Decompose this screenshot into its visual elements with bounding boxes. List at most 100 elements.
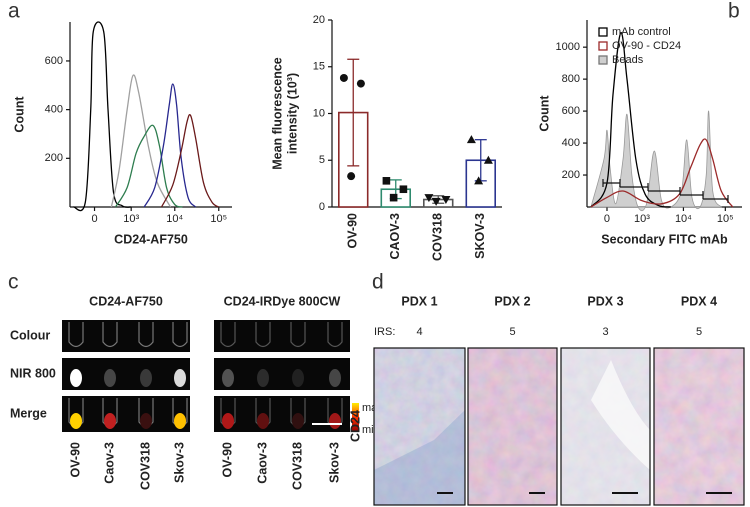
tube bbox=[290, 322, 306, 348]
image-frame bbox=[653, 347, 745, 506]
sample-label: COV318 bbox=[138, 442, 152, 490]
sample-label: OV-90 bbox=[220, 442, 234, 477]
image bbox=[62, 396, 190, 432]
tissue-texture bbox=[654, 348, 744, 505]
data-point bbox=[424, 194, 434, 203]
column-header: PDX 3 bbox=[587, 294, 623, 308]
tube bbox=[68, 322, 84, 348]
y-tick-label: 200 bbox=[45, 152, 63, 164]
tissue-texture bbox=[468, 348, 557, 505]
panel-label: c bbox=[8, 271, 19, 294]
column-header: PDX 2 bbox=[494, 294, 530, 308]
y-tick-label: 10 bbox=[313, 107, 325, 119]
x-axis-label: Secondary FITC mAb bbox=[601, 232, 728, 246]
image bbox=[62, 320, 190, 352]
y-tick-label: 200 bbox=[562, 169, 580, 181]
histogram-line bbox=[590, 138, 734, 208]
histogram-line bbox=[143, 83, 197, 208]
legend-swatch bbox=[598, 55, 608, 65]
panel-labels: a b c d bbox=[8, 0, 740, 294]
data-point bbox=[474, 176, 484, 185]
irs-score: 5 bbox=[509, 326, 515, 338]
tissue-texture bbox=[374, 348, 465, 505]
data-point bbox=[431, 197, 441, 206]
legend-swatch bbox=[598, 27, 608, 37]
tissue-region bbox=[374, 410, 465, 505]
y-tick-label: 0 bbox=[319, 201, 325, 213]
y-axis-label: intensity (10³) bbox=[285, 73, 299, 154]
irs-score: 5 bbox=[696, 326, 702, 338]
legend-label: OV-90 - CD24 bbox=[612, 40, 681, 52]
sample-label: COV318 bbox=[290, 442, 304, 490]
tube-signal bbox=[329, 369, 341, 387]
irs-score: 3 bbox=[602, 326, 608, 338]
tube bbox=[327, 322, 343, 348]
tube bbox=[102, 322, 118, 348]
tube-signal bbox=[222, 413, 234, 429]
tube-signal bbox=[222, 369, 234, 387]
x-tick-label: 0 bbox=[604, 213, 610, 225]
data-point bbox=[356, 79, 365, 88]
tube bbox=[220, 322, 236, 348]
histogram-line bbox=[114, 124, 183, 208]
sample-label: Skov-3 bbox=[327, 442, 341, 483]
column-header: CD24-AF750 bbox=[89, 294, 163, 308]
x-tick-label: 0 bbox=[91, 213, 97, 225]
x-tick-label: 10⁴ bbox=[675, 213, 692, 225]
data-point bbox=[347, 172, 356, 181]
y-axis-label: Count bbox=[537, 95, 551, 132]
x-tick-label: 10³ bbox=[123, 213, 139, 225]
irs-label: IRS: bbox=[374, 326, 395, 338]
tube-signal bbox=[257, 413, 269, 429]
irs-score: 4 bbox=[416, 326, 422, 338]
row-label: Colour bbox=[10, 328, 50, 342]
image-frame bbox=[560, 347, 651, 506]
y-axis-label: Mean fluorescence bbox=[270, 57, 284, 170]
y-tick-label: 600 bbox=[562, 105, 580, 117]
sample-label: Skov-3 bbox=[172, 442, 186, 483]
tube-signal bbox=[104, 369, 116, 387]
data-point bbox=[339, 73, 348, 82]
histogram-line bbox=[160, 113, 220, 208]
tube-signal bbox=[70, 413, 82, 429]
column-header: PDX 1 bbox=[401, 294, 437, 308]
y-tick-label: 600 bbox=[45, 55, 63, 67]
tube-signal bbox=[104, 413, 116, 429]
panel-d: IRS: PDX 1 4 PDX 2 5 PDX 3 3 PDX 4 5 CD24 bbox=[348, 294, 745, 506]
sample-label: Caov-3 bbox=[102, 442, 116, 484]
data-point bbox=[382, 177, 391, 185]
image bbox=[214, 358, 350, 390]
legend-label: Beads bbox=[612, 54, 644, 66]
tube-signal bbox=[292, 413, 304, 429]
sample-label: Caov-3 bbox=[255, 442, 269, 484]
row-label: CD24 bbox=[348, 410, 362, 442]
row-label: NIR 800 bbox=[10, 366, 56, 380]
tissue-region bbox=[591, 360, 650, 470]
panel-c: CD24-AF750 CD24-IRDye 800CW Colour NIR 800 M… bbox=[10, 294, 383, 490]
row-label: Merge bbox=[10, 406, 47, 420]
y-tick-label: 20 bbox=[313, 14, 325, 26]
data-point bbox=[483, 155, 493, 164]
legend-swatch bbox=[598, 41, 608, 51]
x-tick-label: OV-90 bbox=[346, 213, 360, 248]
bead-gates bbox=[602, 179, 729, 203]
histogram-line bbox=[73, 21, 132, 212]
image bbox=[214, 396, 350, 432]
error-bar bbox=[347, 58, 360, 167]
data-point bbox=[441, 196, 451, 205]
color-bar bbox=[352, 403, 359, 432]
image bbox=[62, 358, 190, 390]
data-point bbox=[389, 193, 398, 202]
tube-signal bbox=[140, 413, 152, 429]
tube-signal bbox=[292, 369, 304, 387]
tube-signal bbox=[329, 413, 341, 429]
x-tick-label: 10⁵ bbox=[210, 213, 227, 225]
x-tick-label: 10⁴ bbox=[166, 213, 183, 225]
tube-signal bbox=[70, 369, 82, 387]
tube-signal bbox=[174, 413, 186, 429]
y-tick-label: 400 bbox=[45, 104, 63, 116]
x-tick-label: COV318 bbox=[431, 213, 445, 261]
tube bbox=[138, 322, 154, 348]
y-tick-label: 1000 bbox=[556, 41, 580, 53]
